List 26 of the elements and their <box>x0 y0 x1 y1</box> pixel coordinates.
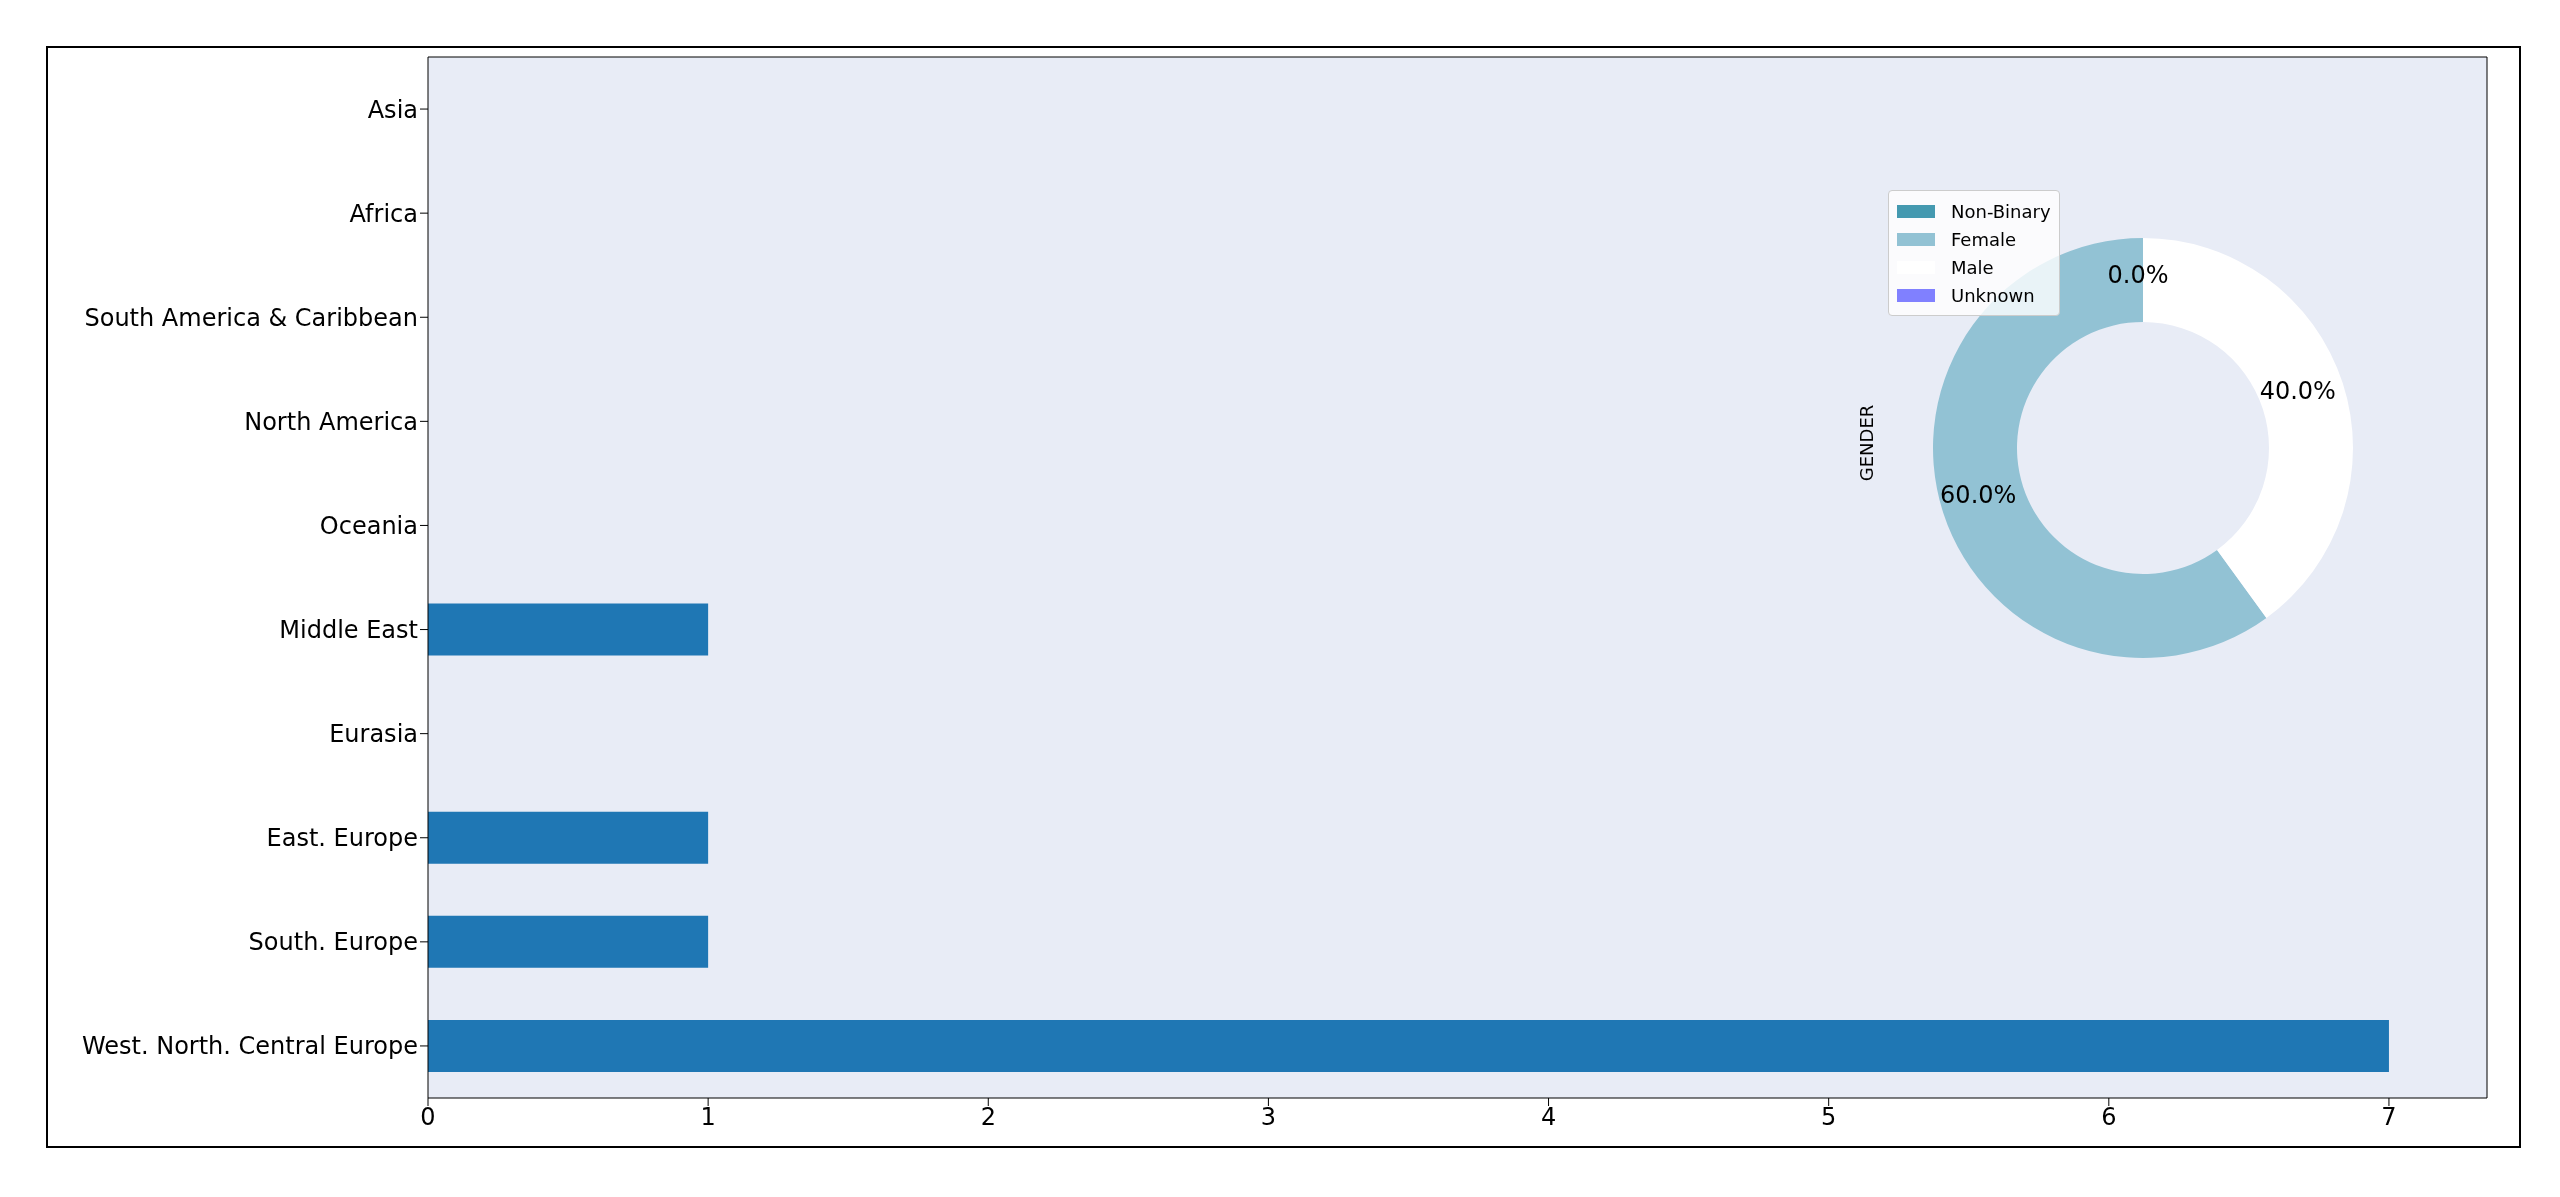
legend-label: Non-Binary <box>1951 200 2051 222</box>
x-tick-label: 5 <box>1821 1103 1837 1132</box>
y-tick-label: Eurasia <box>329 720 418 749</box>
y-tick-label: Middle East <box>279 616 418 645</box>
x-tick-label: 4 <box>1540 1103 1557 1132</box>
y-tick-label: South. Europe <box>248 928 418 957</box>
text: GENDER <box>1855 404 1877 482</box>
y-tick-label: West. North. Central Europe <box>81 1032 418 1061</box>
data-label: 60.0% <box>1940 480 2017 509</box>
y-tick-label: South America & Caribbean <box>84 303 418 332</box>
y-tick-label: North America <box>244 407 418 436</box>
text: 0.0% <box>2107 261 2169 289</box>
x-tick-label: 3 <box>1260 1103 1277 1132</box>
data-label: 40.0% <box>2259 377 2336 406</box>
y-tick-label: East. Europe <box>266 824 418 853</box>
y-tick-label: Oceania <box>319 511 418 540</box>
x-tick-label: 0 <box>420 1103 436 1132</box>
legend-label: Male <box>1951 256 1994 278</box>
legend-label: Unknown <box>1951 284 2035 306</box>
x-tick-label: 7 <box>2381 1103 2397 1132</box>
x-tick-label: 1 <box>700 1103 716 1132</box>
y-tick-label: Africa <box>349 199 418 228</box>
x-tick-label: 2 <box>980 1103 996 1132</box>
x-tick-label: 6 <box>2101 1103 2117 1132</box>
y-tick-label: Asia <box>367 95 418 124</box>
legend-label: Female <box>1951 228 2017 250</box>
